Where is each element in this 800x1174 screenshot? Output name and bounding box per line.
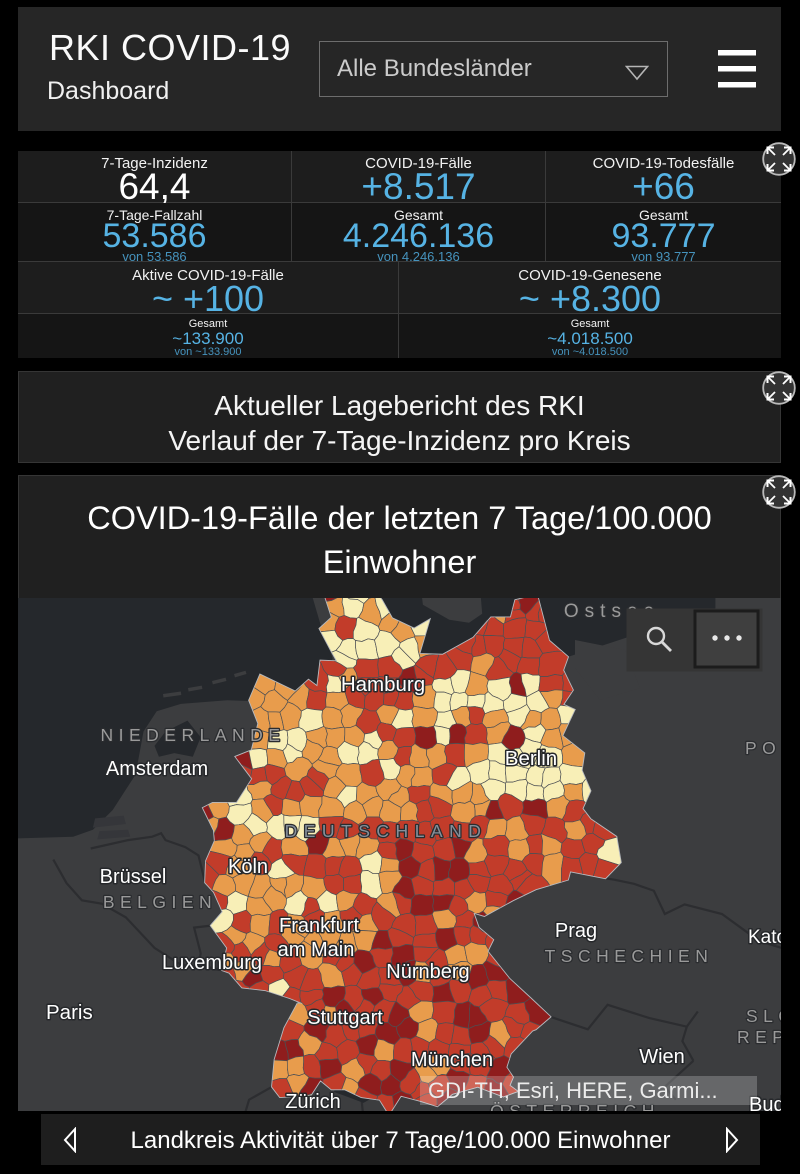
svg-text:BELGIEN: BELGIEN (103, 892, 217, 912)
svg-text:Frankfurt: Frankfurt (279, 915, 359, 937)
svg-text:REPUBLIK: REPUBLIK (737, 1027, 781, 1047)
svg-text:Paris: Paris (46, 1001, 93, 1024)
svg-text:TSCHECHIEN: TSCHECHIEN (545, 946, 714, 966)
svg-text:Wien: Wien (639, 1046, 685, 1068)
svg-text:NIEDERLANDE: NIEDERLANDE (101, 725, 286, 745)
svg-text:Stuttgart: Stuttgart (307, 1007, 383, 1029)
svg-text:GDI-TH, Esri, HERE, Garmi...: GDI-TH, Esri, HERE, Garmi... (428, 1078, 718, 1103)
svg-text:SLOWAKISCHE: SLOWAKISCHE (746, 1006, 781, 1026)
svg-text:Budapest: Budapest (749, 1094, 781, 1111)
svg-text:Brüssel: Brüssel (100, 866, 167, 888)
svg-text:POLEN: POLEN (745, 738, 781, 758)
svg-text:Katowice: Katowice (748, 927, 781, 948)
svg-text:am Main: am Main (278, 939, 355, 961)
svg-text:München: München (411, 1049, 493, 1071)
svg-text:Nürnberg: Nürnberg (386, 961, 469, 983)
svg-text:Köln: Köln (228, 856, 268, 878)
svg-text:Zürich: Zürich (285, 1091, 341, 1111)
svg-text:ÖSTERREICH: ÖSTERREICH (490, 1101, 660, 1111)
svg-text:Amsterdam: Amsterdam (106, 758, 208, 780)
svg-text:Hamburg: Hamburg (341, 673, 425, 696)
svg-text:DEUTSCHLAND: DEUTSCHLAND (285, 821, 488, 841)
svg-text:Luxemburg: Luxemburg (162, 952, 262, 974)
svg-text:Prag: Prag (555, 920, 597, 942)
svg-text:Berlin: Berlin (505, 747, 557, 770)
